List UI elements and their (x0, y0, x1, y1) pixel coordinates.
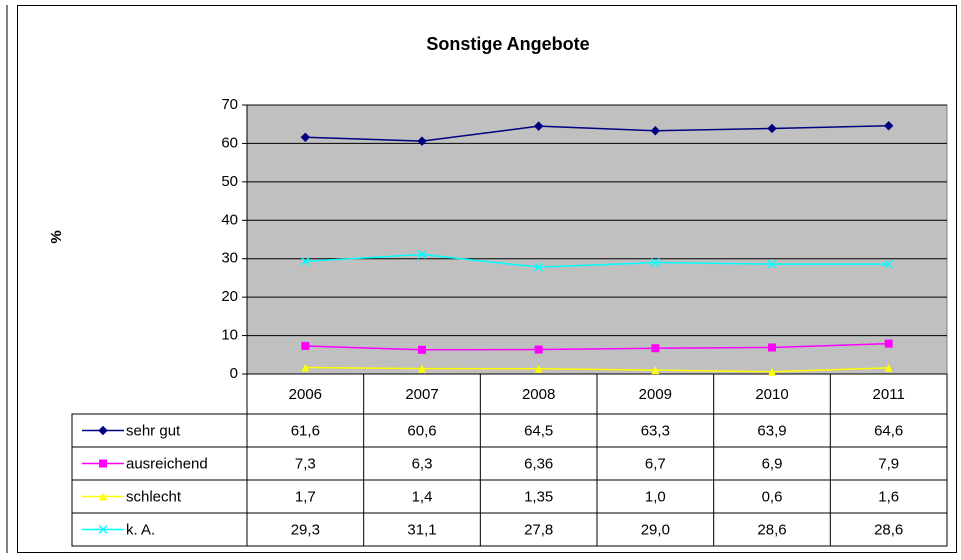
plot-area (246, 104, 948, 375)
y-axis-label: % (48, 230, 65, 243)
table-value: 1,4 (412, 488, 433, 505)
table-value: 6,3 (412, 455, 433, 472)
marker (417, 136, 427, 146)
table-value: 1,0 (645, 488, 666, 505)
marker (884, 339, 893, 348)
table-value: 6,36 (524, 455, 553, 472)
table-value: 6,7 (645, 455, 666, 472)
x-tick-label: 2010 (755, 386, 788, 403)
chart-title: Sonstige Angebote (426, 34, 589, 54)
table-value: 1,7 (295, 488, 316, 505)
x-tick-label: 2009 (639, 386, 672, 403)
x-tick-label: 2006 (289, 386, 322, 403)
table-value: 61,6 (291, 422, 320, 439)
legend-key-marker (98, 425, 108, 436)
marker (767, 259, 777, 269)
table-value: 31,1 (407, 521, 436, 538)
legend-label: k. A. (126, 521, 155, 538)
table-value: 29,3 (291, 521, 320, 538)
marker (884, 363, 893, 372)
marker (534, 262, 544, 272)
x-tick-label: 2007 (405, 386, 438, 403)
table-value: 64,6 (874, 422, 903, 439)
legend-label: sehr gut (126, 422, 181, 439)
marker (650, 126, 661, 136)
marker (300, 132, 311, 142)
table-value: 7,3 (295, 455, 316, 472)
table-value: 64,5 (524, 422, 553, 439)
y-tick-label: 30 (221, 250, 238, 267)
table-value: 6,9 (762, 455, 783, 472)
marker (300, 256, 310, 266)
marker (417, 249, 427, 260)
marker (534, 364, 543, 373)
legend-label: ausreichend (126, 455, 208, 472)
series-line (305, 342, 889, 351)
table-value: 7,9 (878, 455, 899, 472)
marker (533, 121, 544, 131)
table-value: 1,35 (524, 488, 553, 505)
marker (883, 121, 894, 131)
x-tick-label: 2011 (873, 386, 905, 403)
marker (767, 123, 777, 134)
table-value: 29,0 (641, 521, 670, 538)
legend-key-marker (99, 459, 107, 468)
marker (418, 345, 426, 354)
y-tick-label: 20 (221, 288, 238, 305)
y-tick-label: 60 (221, 134, 238, 151)
marker (418, 364, 426, 373)
marker (301, 363, 310, 372)
table-value: 63,9 (757, 422, 786, 439)
table-value: 28,6 (874, 521, 903, 538)
y-tick-label: 40 (221, 211, 238, 228)
y-tick-label: 50 (221, 173, 238, 190)
table-value: 60,6 (407, 422, 436, 439)
y-tick-label: 0 (230, 365, 238, 382)
marker (768, 367, 776, 376)
y-tick-label: 10 (221, 327, 238, 344)
legend-key-marker (98, 524, 108, 535)
legend-key-marker (99, 492, 107, 501)
marker (534, 345, 543, 354)
marker (651, 366, 660, 375)
table-value: 0,6 (762, 488, 783, 505)
table-value: 27,8 (524, 521, 553, 538)
marker (768, 343, 776, 352)
legend-label: schlecht (126, 488, 182, 505)
marker (301, 341, 310, 350)
x-tick-label: 2008 (522, 386, 555, 403)
series-line (305, 253, 889, 268)
marker (650, 258, 660, 268)
series-line (305, 125, 889, 142)
series-line (305, 366, 889, 373)
marker (651, 344, 660, 353)
table-value: 28,6 (757, 521, 786, 538)
marker (884, 259, 894, 269)
y-tick-label: 70 (221, 96, 238, 113)
table-value: 1,6 (878, 488, 899, 505)
table-value: 63,3 (641, 422, 670, 439)
